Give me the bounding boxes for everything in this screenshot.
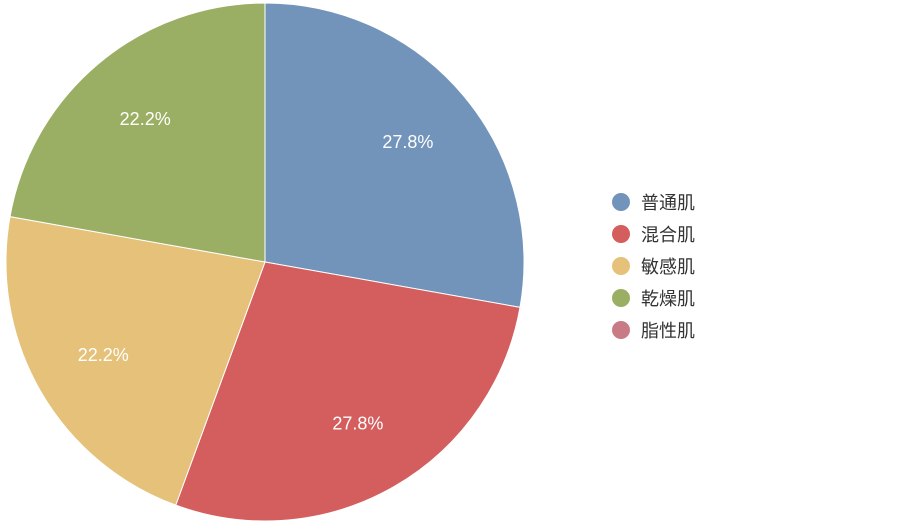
slice-value-label: 22.2% (78, 345, 129, 365)
legend-label: 混合肌 (641, 225, 695, 246)
legend-item-普通肌[interactable]: 普通肌 (612, 186, 695, 218)
pie-slice-4[interactable] (9, 2, 266, 263)
legend-swatch (612, 289, 630, 307)
legend-label: 乾燥肌 (641, 289, 695, 310)
pie-labels: 27.8% 27.8% 22.2% 22.2% (78, 109, 434, 434)
legend: 普通肌 混合肌 敏感肌 乾燥肌 脂性肌 (612, 186, 695, 346)
legend-label: 普通肌 (641, 193, 695, 214)
legend-label: 敏感肌 (641, 257, 695, 278)
pie-slice-1[interactable] (264, 2, 525, 308)
slice-value-label: 22.2% (120, 109, 171, 129)
legend-item-混合肌[interactable]: 混合肌 (612, 218, 695, 250)
slice-value-label: 27.8% (332, 414, 383, 434)
legend-swatch (612, 321, 630, 339)
pie-slice-2[interactable] (175, 261, 521, 522)
pie-slice-3[interactable] (5, 216, 266, 506)
legend-swatch (612, 225, 630, 243)
pie-slices (5, 2, 525, 522)
legend-item-敏感肌[interactable]: 敏感肌 (612, 250, 695, 282)
legend-item-乾燥肌[interactable]: 乾燥肌 (612, 282, 695, 314)
legend-swatch (612, 257, 630, 275)
slice-value-label: 27.8% (382, 132, 433, 152)
legend-swatch (612, 193, 630, 211)
legend-item-脂性肌[interactable]: 脂性肌 (612, 314, 695, 346)
legend-label: 脂性肌 (641, 321, 695, 342)
